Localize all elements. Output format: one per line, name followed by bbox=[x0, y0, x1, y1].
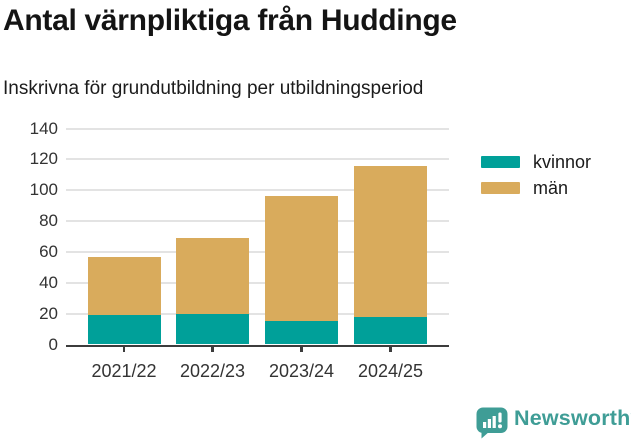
newsworthy-logo[interactable]: Newsworthy bbox=[476, 401, 631, 439]
gridline-y-80 bbox=[66, 220, 449, 223]
x-axis-category-label: 2023/24 bbox=[268, 361, 335, 381]
legend-label: män bbox=[533, 178, 569, 198]
x-axis-tick bbox=[389, 347, 392, 352]
chart-title: Antal värnpliktiga från Huddinge bbox=[3, 4, 457, 37]
x-axis-category-label: 2024/25 bbox=[357, 361, 424, 381]
x-axis-line bbox=[66, 344, 449, 347]
bar-segment-kvinnor-2022/23 bbox=[176, 313, 249, 345]
bar-segment-män-2024/25 bbox=[354, 165, 427, 317]
legend-swatch-män bbox=[481, 182, 520, 194]
y-axis-tick-label: 0 bbox=[48, 334, 58, 354]
y-axis-tick-label: 100 bbox=[29, 180, 58, 200]
x-axis-tick bbox=[122, 347, 126, 352]
y-axis-tick-label: 120 bbox=[29, 149, 58, 169]
legend-label: kvinnor bbox=[533, 152, 592, 172]
gridline-y-20 bbox=[66, 312, 449, 315]
y-axis-tick-label: 60 bbox=[39, 241, 58, 261]
x-axis-tick bbox=[211, 347, 214, 352]
gridline-y-120 bbox=[66, 158, 449, 161]
bar-segment-män-2022/23 bbox=[176, 238, 249, 314]
bar-segment-kvinnor-2024/25 bbox=[354, 316, 427, 345]
y-axis-tick-label: 20 bbox=[39, 303, 58, 323]
bar-segment-män-2021/22 bbox=[87, 256, 161, 316]
gridline-y-100 bbox=[66, 189, 449, 192]
x-axis-category-label: 2022/23 bbox=[179, 361, 246, 381]
newsworthy-logo-text: Newsworthy bbox=[514, 406, 631, 430]
bar-segment-kvinnor-2023/24 bbox=[265, 321, 338, 345]
bar-chart-speech-bubble-icon bbox=[476, 407, 508, 439]
x-axis-tick bbox=[300, 347, 303, 352]
gridline-y-60 bbox=[66, 250, 449, 253]
bar-segment-män-2023/24 bbox=[265, 196, 338, 322]
y-axis-tick-label: 80 bbox=[39, 211, 58, 231]
y-axis-tick-label: 140 bbox=[29, 118, 58, 138]
bar-segment-kvinnor-2021/22 bbox=[87, 315, 161, 345]
gridline-y-40 bbox=[66, 281, 449, 284]
legend-swatch-kvinnor bbox=[481, 156, 520, 168]
y-axis-tick-label: 40 bbox=[39, 272, 58, 292]
gridline-y-140 bbox=[66, 127, 449, 130]
chart-subtitle: Inskrivna för grundutbildning per utbild… bbox=[3, 78, 424, 99]
x-axis-category-label: 2021/22 bbox=[91, 361, 157, 381]
